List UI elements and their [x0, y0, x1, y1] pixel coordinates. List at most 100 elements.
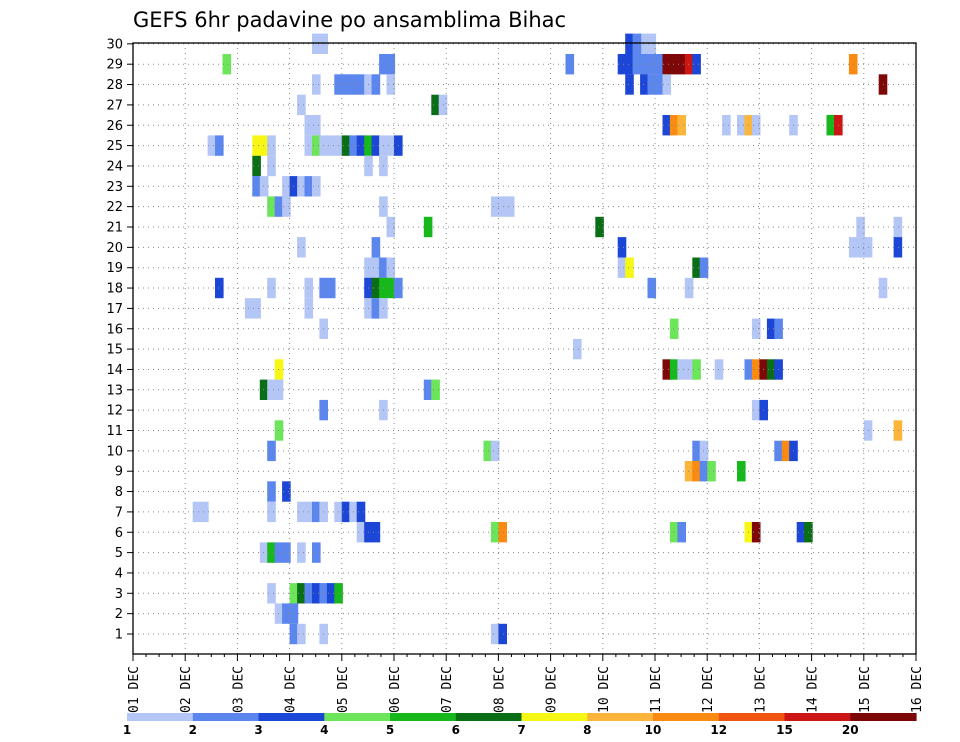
heatmap-cell: [647, 277, 657, 299]
heatmap-cell: [341, 74, 351, 95]
legend-label: 7: [517, 723, 525, 737]
heatmap-cell: [647, 74, 657, 95]
heatmap-cell: [856, 216, 865, 238]
heatmap-cell: [677, 359, 686, 380]
heatmap-cell: [267, 440, 276, 462]
heatmap-cell: [252, 135, 261, 156]
x-tick-label: 05 DEC: [336, 666, 351, 713]
heatmap-cell: [215, 135, 224, 156]
heatmap-cell: [625, 33, 634, 54]
y-tick-label: 21: [106, 221, 123, 236]
heatmap-cell: [282, 176, 291, 197]
heatmap-cell: [893, 237, 903, 258]
heatmap-cell: [669, 115, 679, 136]
heatmap-cell: [483, 440, 493, 462]
heatmap-cell: [371, 522, 381, 543]
legend-label: 6: [452, 723, 460, 737]
heatmap-cell: [222, 54, 232, 75]
heatmap-cell: [684, 54, 694, 75]
y-tick-label: 15: [106, 343, 123, 358]
heatmap-cell: [312, 176, 321, 197]
heatmap-cell: [766, 318, 776, 339]
heatmap-cell: [632, 54, 642, 75]
heatmap-cell: [505, 196, 515, 217]
heatmap-cell: [371, 74, 381, 95]
heatmap-cell: [498, 623, 507, 645]
y-tick-label: 10: [106, 444, 123, 459]
heatmap-cell: [267, 277, 276, 299]
heatmap-cell: [692, 54, 701, 75]
heatmap-cell: [297, 94, 306, 116]
heatmap-cell: [751, 318, 761, 339]
heatmap-cell: [282, 542, 291, 563]
heatmap-cell: [282, 603, 291, 624]
x-axis: 01 DEC 02 DEC 03 DEC 04 DEC 05 DEC 06 DEC 07 D…: [127, 654, 925, 713]
heatmap-cell: [722, 115, 731, 136]
heatmap-cell: [267, 542, 276, 563]
heatmap-cell: [297, 176, 306, 197]
y-tick-label: 14: [106, 363, 123, 378]
heatmap-cell: [707, 461, 716, 482]
heatmap-cell: [341, 135, 351, 156]
x-tick-label: 14 DEC: [806, 666, 821, 713]
legend-swatch: [521, 713, 588, 721]
heatmap-cell: [267, 501, 276, 523]
legend-label: 3: [254, 723, 262, 737]
y-tick-label: 6: [115, 526, 123, 541]
heatmap-cell: [356, 74, 366, 95]
heatmap-cell: [647, 54, 657, 75]
heatmap-cell: [573, 338, 582, 360]
heatmap-cell: [282, 481, 291, 502]
heatmap-cell: [282, 196, 291, 217]
heatmap-cell: [297, 501, 306, 523]
legend-swatch: [455, 713, 523, 721]
x-tick-label: 01 DEC: [127, 666, 142, 713]
heatmap-cell: [640, 74, 649, 95]
heatmap-cell: [386, 277, 396, 299]
heatmap-cell: [751, 115, 761, 136]
y-tick-label: 13: [106, 383, 123, 398]
legend-label: 10: [645, 723, 662, 737]
y-axis: 1234567891011121314151617181920212223242…: [106, 37, 133, 643]
heatmap-cell: [662, 54, 672, 75]
heatmap-cell: [356, 501, 366, 523]
y-tick-label: 7: [115, 505, 123, 520]
heatmap-cell: [625, 74, 634, 95]
heatmap-cell: [326, 135, 336, 156]
heatmap-cell: [192, 501, 202, 523]
y-tick-label: 4: [115, 566, 123, 581]
heatmap-cell: [312, 501, 321, 523]
heatmap-cell: [312, 135, 321, 156]
heatmap-cell: [640, 54, 649, 75]
heatmap-cell: [259, 379, 269, 400]
y-tick-label: 29: [106, 58, 123, 73]
heatmap-cell: [252, 298, 261, 319]
y-tick-label: 27: [106, 98, 123, 113]
y-tick-label: 25: [106, 139, 123, 154]
y-tick-label: 20: [106, 241, 123, 256]
heatmap-cell: [692, 440, 701, 462]
heatmap-cell: [371, 298, 381, 319]
legend-label: 2: [189, 723, 197, 737]
legend-swatch: [127, 713, 194, 721]
heatmap-cell: [386, 54, 396, 75]
heatmap-cell: [200, 501, 209, 523]
heatmap-cell: [297, 237, 306, 258]
chart-title: GEFS 6hr padavine po ansamblima Bihac: [133, 8, 566, 32]
y-tick-label: 12: [106, 404, 123, 419]
x-tick-label: 08 DEC: [492, 666, 507, 713]
heatmap-cell: [751, 359, 761, 380]
heatmap-cell: [655, 54, 664, 75]
heatmap-cell: [356, 522, 366, 543]
heatmap-cell: [684, 359, 694, 380]
heatmap-cell: [326, 277, 336, 299]
heatmap-cell: [215, 277, 224, 299]
y-tick-label: 23: [106, 180, 123, 195]
y-tick-label: 3: [115, 587, 123, 602]
heatmap-cell: [490, 196, 500, 217]
heatmap-cell: [677, 522, 686, 543]
heatmap-cell: [856, 237, 865, 258]
heatmap-cell: [267, 481, 276, 502]
legend-swatch: [390, 713, 457, 721]
heatmap-cell: [684, 277, 694, 299]
